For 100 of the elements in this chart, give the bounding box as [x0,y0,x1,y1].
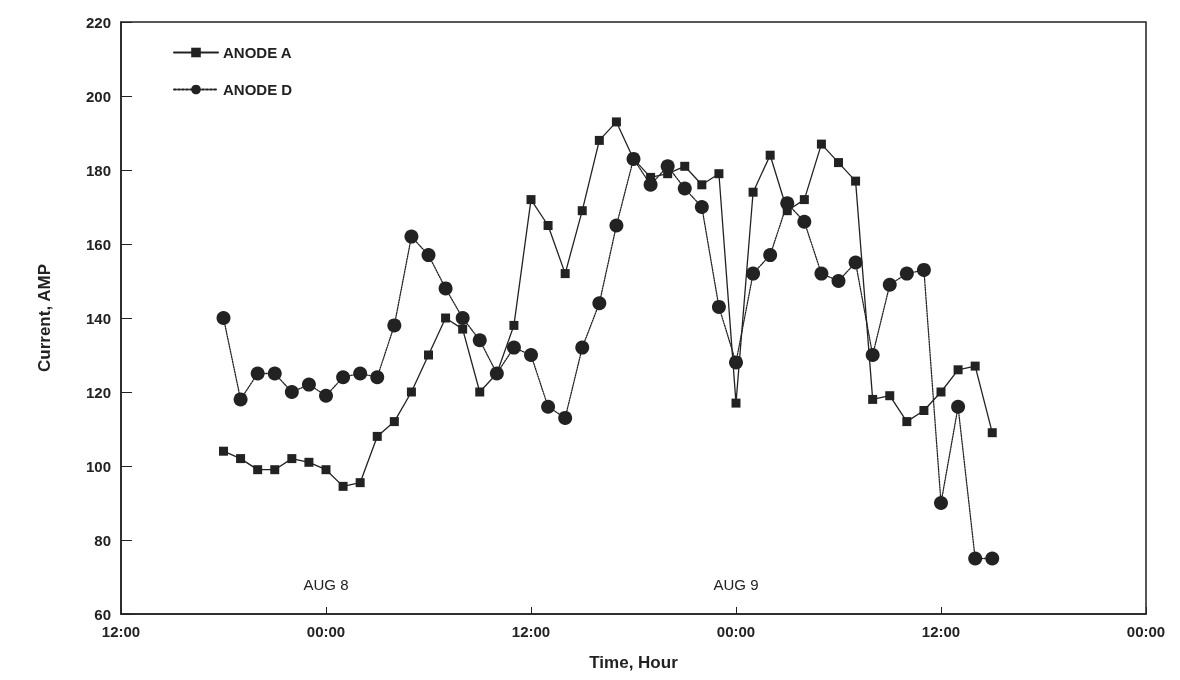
point [389,417,399,427]
point [541,399,556,414]
point [868,394,878,404]
point [748,187,758,197]
point [577,206,587,216]
point [338,481,348,491]
point [506,340,521,355]
point [814,266,829,281]
point [455,311,470,325]
point [799,195,809,205]
point [899,266,914,281]
point [321,465,331,475]
point [509,320,519,330]
point [797,214,812,229]
point [970,361,980,371]
point [902,417,912,427]
point [934,496,948,510]
y-axis-title: Current, AMP [35,264,54,372]
point [731,398,741,408]
point [284,385,299,399]
point [831,274,846,288]
point [677,181,692,196]
point [882,277,897,292]
point [336,370,351,385]
y-tick-label: 140 [85,309,111,327]
point [287,454,297,464]
point [250,366,265,381]
point [424,350,433,360]
point [711,299,726,314]
point [472,333,487,348]
point [216,311,231,325]
point [404,229,419,244]
point [765,150,775,160]
point [233,392,248,407]
point [714,169,724,179]
point [526,195,536,205]
point [643,177,658,192]
point [968,551,983,566]
point [694,200,709,214]
point [936,387,946,397]
point [834,158,843,168]
point [660,159,675,174]
point [458,324,468,334]
y-tick-label: 120 [85,383,111,401]
point [592,296,607,311]
point [816,139,826,149]
point [304,457,314,467]
point [763,248,778,263]
x-axis-title: Time, Hour [589,653,679,672]
point [611,117,621,127]
point [848,255,863,270]
point [387,318,402,333]
y-tick-label: 160 [85,235,111,253]
point [953,365,963,375]
y-tick-label: 220 [85,13,111,31]
y-tick-label: 60 [94,605,111,623]
point [560,269,570,279]
point [985,551,1000,566]
point [421,248,436,263]
annotation: AUG 8 [303,575,349,593]
point [594,135,604,145]
point [746,266,761,281]
point [355,478,365,488]
point [353,366,368,381]
y-tick-label: 180 [85,161,111,179]
y-tick-label: 80 [94,531,111,549]
x-tick-label: 00:00 [716,623,756,640]
point [951,399,966,414]
point [441,313,451,323]
point [236,454,246,464]
y-tick-label: 200 [85,87,111,105]
point [475,387,485,397]
point [438,281,453,296]
x-tick-label: 12:00 [921,623,961,640]
point [697,180,707,190]
legend-label: ANODE A [223,44,292,61]
y-tick-label: 100 [85,457,111,475]
x-tick-label: 12:00 [101,623,141,640]
x-tick-label: 12:00 [511,623,551,640]
x-tick-label: 00:00 [1126,623,1166,640]
point [609,218,624,233]
point [851,176,861,186]
point [885,391,895,401]
point [219,446,228,456]
point [780,196,795,211]
point [729,355,743,370]
point [406,387,416,397]
point [372,431,382,441]
point [865,348,880,362]
point [267,366,282,381]
point [558,410,573,425]
point [575,340,590,355]
point [919,406,929,415]
point [301,377,316,392]
annotation: AUG 9 [713,575,759,593]
point [270,465,280,475]
point [543,221,553,230]
point [319,388,333,403]
point [370,370,385,385]
x-tick-label: 00:00 [306,623,346,640]
